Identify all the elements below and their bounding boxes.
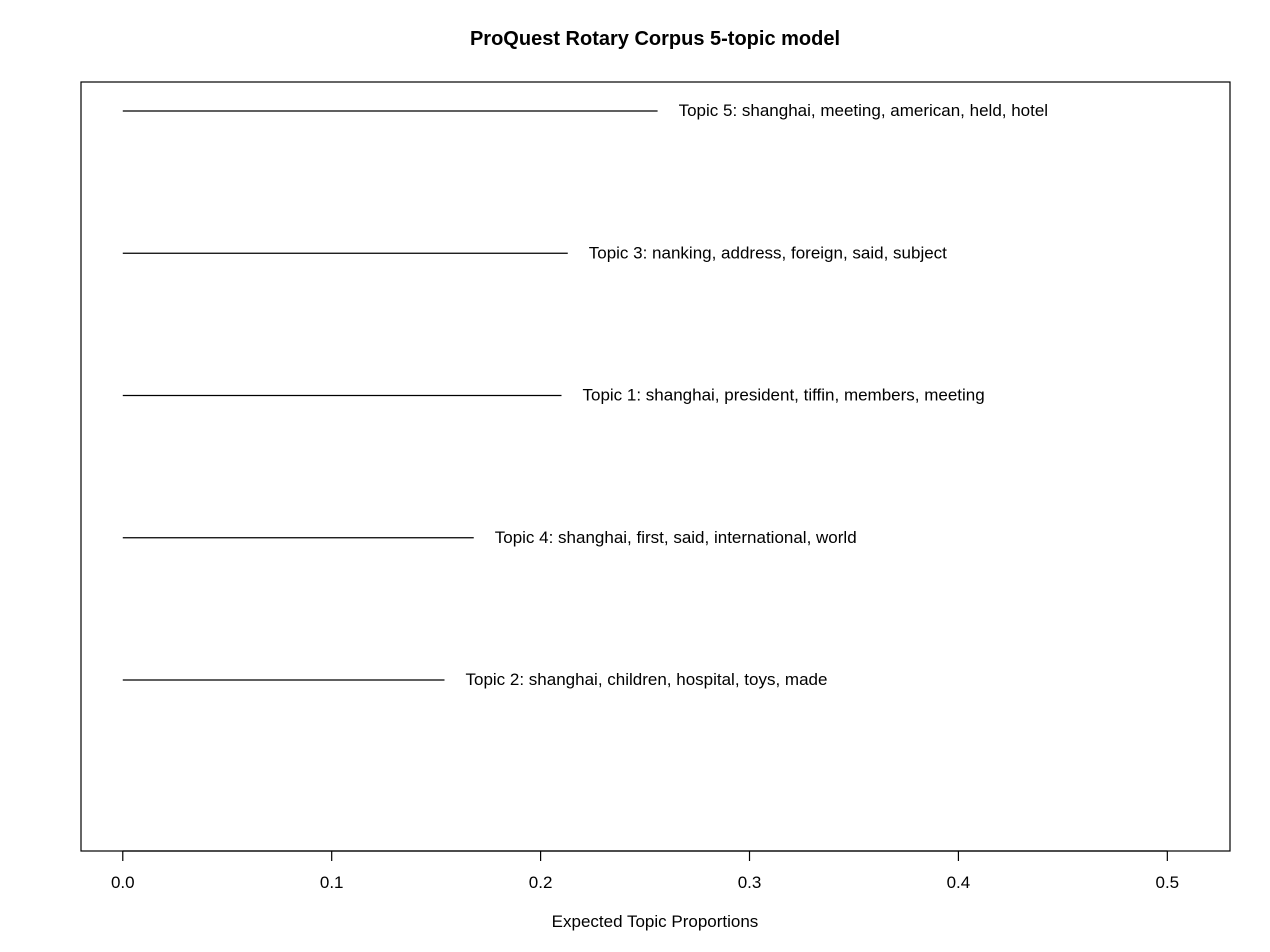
topic-label: Topic 2: shanghai, children, hospital, t… xyxy=(466,670,828,689)
topic-label: Topic 4: shanghai, first, said, internat… xyxy=(495,528,857,547)
x-axis-label: Expected Topic Proportions xyxy=(551,912,759,931)
x-axis: 0.0 0.1 0.2 0.3 0.4 0.5 xyxy=(111,850,1180,892)
x-tick-label: 0.0 xyxy=(111,873,135,892)
x-tick-label: 0.2 xyxy=(529,873,553,892)
x-tick-label: 0.5 xyxy=(1156,873,1180,892)
x-tick-label: 0.1 xyxy=(320,873,344,892)
topic-label: Topic 3: nanking, address, foreign, said… xyxy=(589,243,947,262)
x-tick-label: 0.4 xyxy=(947,873,971,892)
topic-label: Topic 5: shanghai, meeting, american, he… xyxy=(679,101,1049,120)
plot-frame xyxy=(80,81,1231,852)
x-tick-label: 0.3 xyxy=(738,873,762,892)
topic-label: Topic 1: shanghai, president, tiffin, me… xyxy=(582,386,984,405)
chart-title: ProQuest Rotary Corpus 5-topic model xyxy=(469,28,841,50)
topic-bars: Topic 5: shanghai, meeting, american, he… xyxy=(122,101,1049,689)
